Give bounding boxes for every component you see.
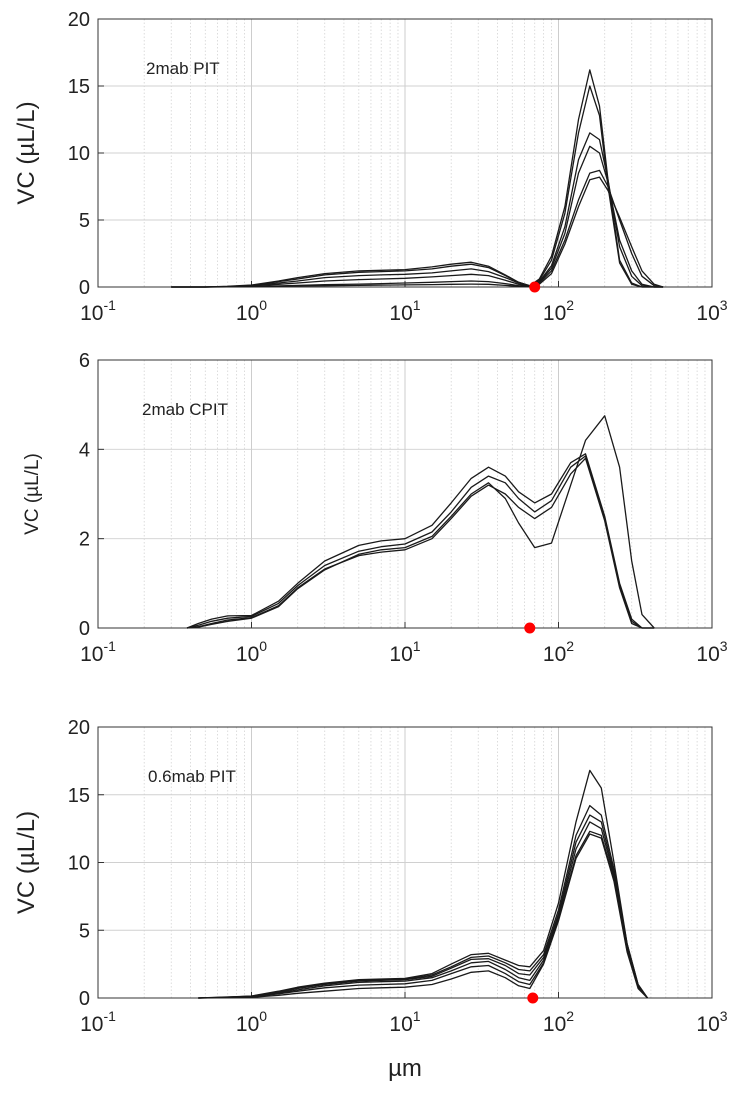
series-line-4 — [171, 145, 664, 288]
y-tick-label: 0 — [79, 277, 90, 299]
red-marker — [527, 992, 539, 1004]
series-line-4 — [198, 821, 648, 999]
y-axis-label: VC (µL/L) — [13, 101, 40, 204]
series-line-2 — [186, 455, 655, 629]
chart-panel-1: 0 5 10 15 20 10-1 100 101 102 103 VC (µL/L) 2mab PI… — [13, 9, 728, 325]
series-line-3 — [186, 457, 655, 629]
y-tick-label: 0 — [79, 988, 90, 1010]
x-tick-label: 100 — [236, 297, 267, 325]
y-tick-label: 15 — [68, 785, 90, 807]
y-tick-label: 5 — [79, 920, 90, 942]
x-tick-label: 102 — [543, 1008, 574, 1036]
y-tick-label: 4 — [79, 439, 90, 461]
y-tick-label: 6 — [79, 350, 90, 372]
y-tick-label: 10 — [68, 143, 90, 165]
series-line-1 — [171, 69, 664, 288]
series-line-5 — [198, 830, 648, 999]
x-tick-label: 101 — [389, 1008, 420, 1036]
y-tick-label: 15 — [68, 76, 90, 98]
x-tick-label: 100 — [236, 1008, 267, 1036]
panel-annotation: 2mab CPIT — [142, 400, 228, 419]
red-marker — [529, 281, 541, 293]
chart-panel-2: 0 2 4 6 10-1 100 101 102 103 VC (µL/L) 2mab CPIT — [22, 350, 728, 666]
x-tick-label: 100 — [236, 638, 267, 666]
x-tick-label: 10-1 — [80, 1008, 116, 1036]
x-tick-label: 10-1 — [80, 638, 116, 666]
x-tick-label: 102 — [543, 638, 574, 666]
series-line-6 — [171, 176, 664, 288]
series-line-2 — [171, 85, 664, 288]
chart-panel-3: 0 5 10 15 20 10-1 100 101 102 103 VC (µL/L) 0.6mab … — [13, 717, 728, 1036]
panel-annotation: 2mab PIT — [146, 59, 220, 78]
series-line-2 — [198, 804, 649, 999]
y-tick-label: 20 — [68, 9, 90, 31]
x-axis-label: µm — [388, 1055, 422, 1082]
y-tick-label: 20 — [68, 717, 90, 739]
x-tick-label: 101 — [389, 638, 420, 666]
x-tick-label: 102 — [543, 297, 574, 325]
x-tick-label: 103 — [696, 297, 727, 325]
series-line-1 — [186, 453, 655, 629]
y-tick-label: 2 — [79, 529, 90, 551]
y-axis-label: VC (µL/L) — [13, 811, 40, 914]
series-line-4 — [186, 415, 655, 629]
panel-annotation: 0.6mab PIT — [148, 767, 236, 786]
red-marker — [524, 622, 536, 634]
y-tick-label: 0 — [79, 618, 90, 640]
x-tick-label: 10-1 — [80, 297, 116, 325]
series-line-1 — [198, 769, 649, 999]
series-line-3 — [198, 814, 649, 999]
series-line-3 — [171, 132, 664, 288]
y-tick-label: 5 — [79, 210, 90, 232]
x-tick-label: 101 — [389, 297, 420, 325]
y-axis-label: VC (µL/L) — [22, 453, 43, 535]
y-tick-label: 10 — [68, 853, 90, 875]
x-tick-label: 103 — [696, 638, 727, 666]
x-tick-label: 103 — [696, 1008, 727, 1036]
series-line-6 — [198, 833, 648, 999]
